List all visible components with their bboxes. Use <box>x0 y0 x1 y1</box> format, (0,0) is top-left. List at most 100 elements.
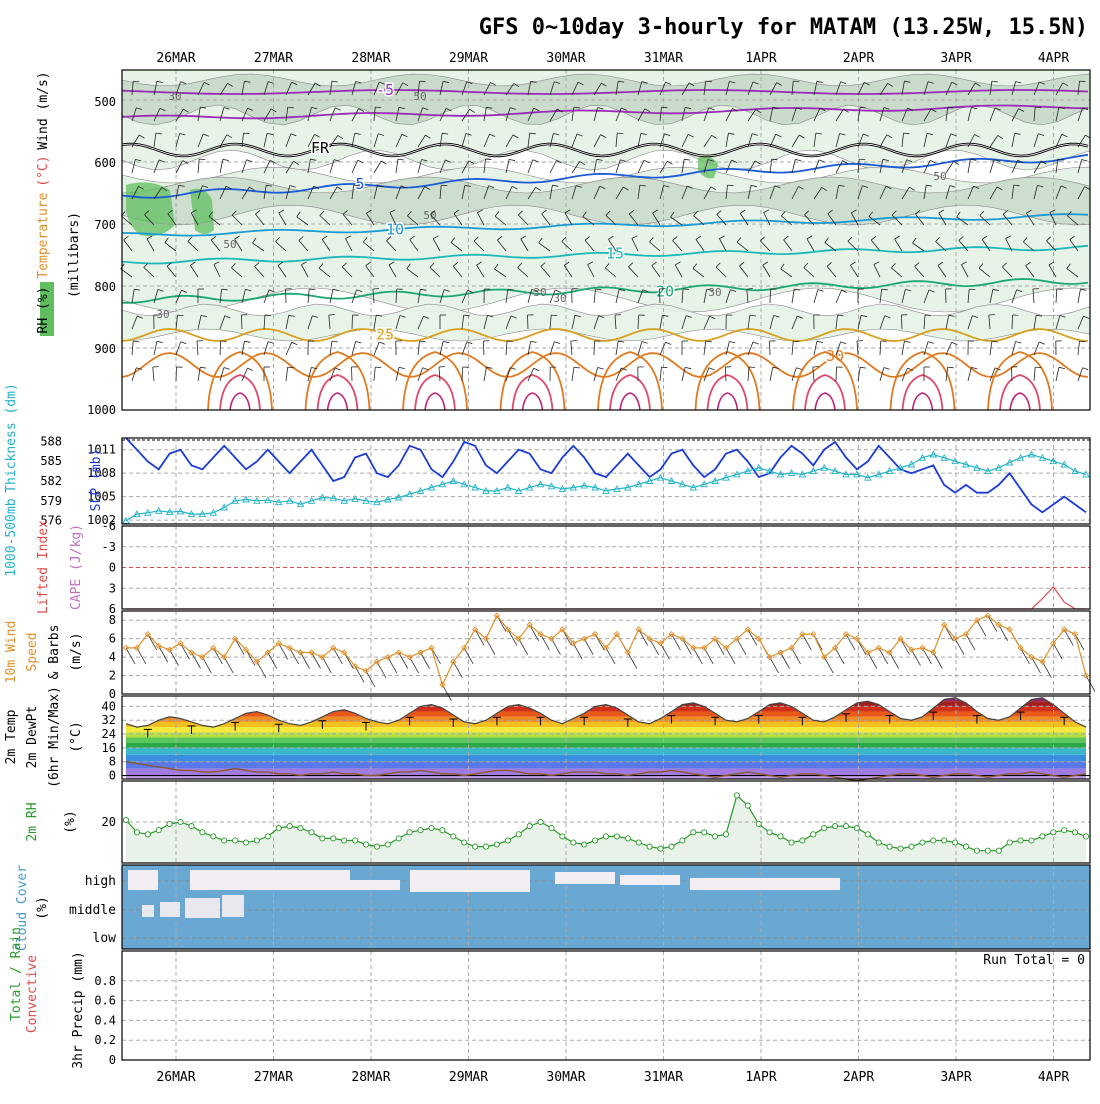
surface-wind-barb <box>421 653 430 669</box>
surface-wind-barb <box>835 648 844 664</box>
temp-band <box>122 743 1090 748</box>
li-tick: 3 <box>109 581 116 595</box>
cloud-clear-patch <box>128 870 158 890</box>
rh2m-point <box>636 840 641 845</box>
precip-ylabel: 3hr Precip (mm) <box>71 951 86 1068</box>
wind-barb-flag <box>199 159 205 160</box>
rh2m-point <box>473 844 478 849</box>
cloud-clear-patch <box>185 898 220 918</box>
surface-wind-barb <box>977 620 986 636</box>
upper-ylabel: (°C) <box>36 155 51 186</box>
thickness-tick: 585 <box>40 454 62 468</box>
surface-wind-barb <box>519 639 528 655</box>
rh2m-point <box>1029 838 1034 843</box>
li-tick: -6 <box>102 519 116 533</box>
precip-tick: 0 <box>109 1053 116 1067</box>
date-label-top: 30MAR <box>546 51 585 66</box>
surface-wind-barb <box>508 629 517 645</box>
surface-wind-barb <box>224 657 233 673</box>
rh2m-point <box>156 828 161 833</box>
rh-contour-label: 30 <box>708 286 721 299</box>
rh2m-point <box>1007 840 1012 845</box>
temp-band <box>122 748 1090 755</box>
rh2m-point <box>800 838 805 843</box>
rh2m-point <box>211 834 216 839</box>
rh2m-point <box>298 826 303 831</box>
surface-wind-barb <box>137 648 146 664</box>
date-label-top: 27MAR <box>254 51 293 66</box>
pressure-tick: 1000 <box>87 403 116 417</box>
wind-barb <box>286 289 287 303</box>
temp-tick: 40 <box>102 699 116 713</box>
surface-wind-barb <box>824 657 833 673</box>
rh2m-point <box>571 840 576 845</box>
surface-wind-barb <box>1021 648 1030 664</box>
rh2m-point <box>222 838 227 843</box>
date-label-top: 29MAR <box>449 51 488 66</box>
rh2m-point <box>560 834 565 839</box>
cloud-clear-patch <box>690 878 840 890</box>
wind-barb <box>176 367 177 381</box>
rh2m-point <box>287 824 292 829</box>
surface-wind-barb <box>639 629 648 645</box>
wind-barb-flag <box>133 81 139 82</box>
wind-ylabel: 10m Wind <box>4 621 19 684</box>
temp-tick: 16 <box>102 741 116 755</box>
cloud-clear-patch <box>620 875 680 885</box>
date-label-top: 2APR <box>843 51 874 66</box>
surface-wind-barb <box>781 653 790 669</box>
wind-barb-flag <box>683 289 689 290</box>
rh2m-point <box>418 828 423 833</box>
rh2m-point <box>996 848 1001 853</box>
surface-wind-barb <box>868 653 877 669</box>
li-ylabel: Lifted Index <box>36 520 51 614</box>
wind-barb-flag <box>793 341 799 342</box>
rh2m-point <box>669 844 674 849</box>
wind-barb-flag <box>507 341 513 342</box>
precip-tick: 0.8 <box>94 974 116 988</box>
rh2m-point <box>778 834 783 839</box>
rh2m-point <box>1018 838 1023 843</box>
wind-barb-flag <box>265 315 271 316</box>
rh2m-point <box>353 838 358 843</box>
upper-ylabel: (millibars) <box>67 212 82 298</box>
surface-wind-barb <box>126 648 135 664</box>
date-label-top: 3APR <box>940 51 971 66</box>
date-label-bottom: 28MAR <box>351 1070 390 1085</box>
rh2m-point <box>745 803 750 808</box>
rh2m-point <box>505 838 510 843</box>
rh2m-point <box>702 830 707 835</box>
date-label-bottom: 1APR <box>745 1070 776 1085</box>
rh2m-point <box>734 793 739 798</box>
rh2m-point <box>331 836 336 841</box>
surface-wind-barb <box>486 639 495 655</box>
surface-wind-barb <box>792 648 801 664</box>
wind-tick: 2 <box>109 669 116 683</box>
temp-tick: 32 <box>102 713 116 727</box>
temp-tick: 8 <box>109 755 116 769</box>
surface-wind-barb <box>693 648 702 664</box>
rh2m-point <box>451 834 456 839</box>
surface-wind-barb <box>268 653 277 669</box>
rh2m-point <box>767 830 772 835</box>
rh2m-point <box>178 819 183 824</box>
temp-ylabel: 2m Temp <box>4 709 19 764</box>
rh2m-point <box>1040 834 1045 839</box>
surface-wind-barb <box>442 685 451 701</box>
surface-wind-barb <box>606 648 615 664</box>
wind-barb-flag <box>375 107 381 108</box>
pressure-tick: 900 <box>94 342 116 356</box>
rh2m-point <box>593 838 598 843</box>
cloud-clear-patch <box>142 905 154 917</box>
surface-wind-barb <box>552 639 561 655</box>
rh2m-point <box>582 842 587 847</box>
surface-wind-barb <box>912 650 921 666</box>
rh2m-point <box>134 830 139 835</box>
rh2m-point <box>920 840 925 845</box>
date-label-bottom: 4APR <box>1038 1070 1069 1085</box>
surface-wind-barb <box>1075 634 1084 650</box>
cloud-level-label: low <box>93 931 117 946</box>
cloud-clear-patch <box>410 870 530 892</box>
rh2m-point <box>200 830 205 835</box>
date-label-bottom: 31MAR <box>644 1070 683 1085</box>
